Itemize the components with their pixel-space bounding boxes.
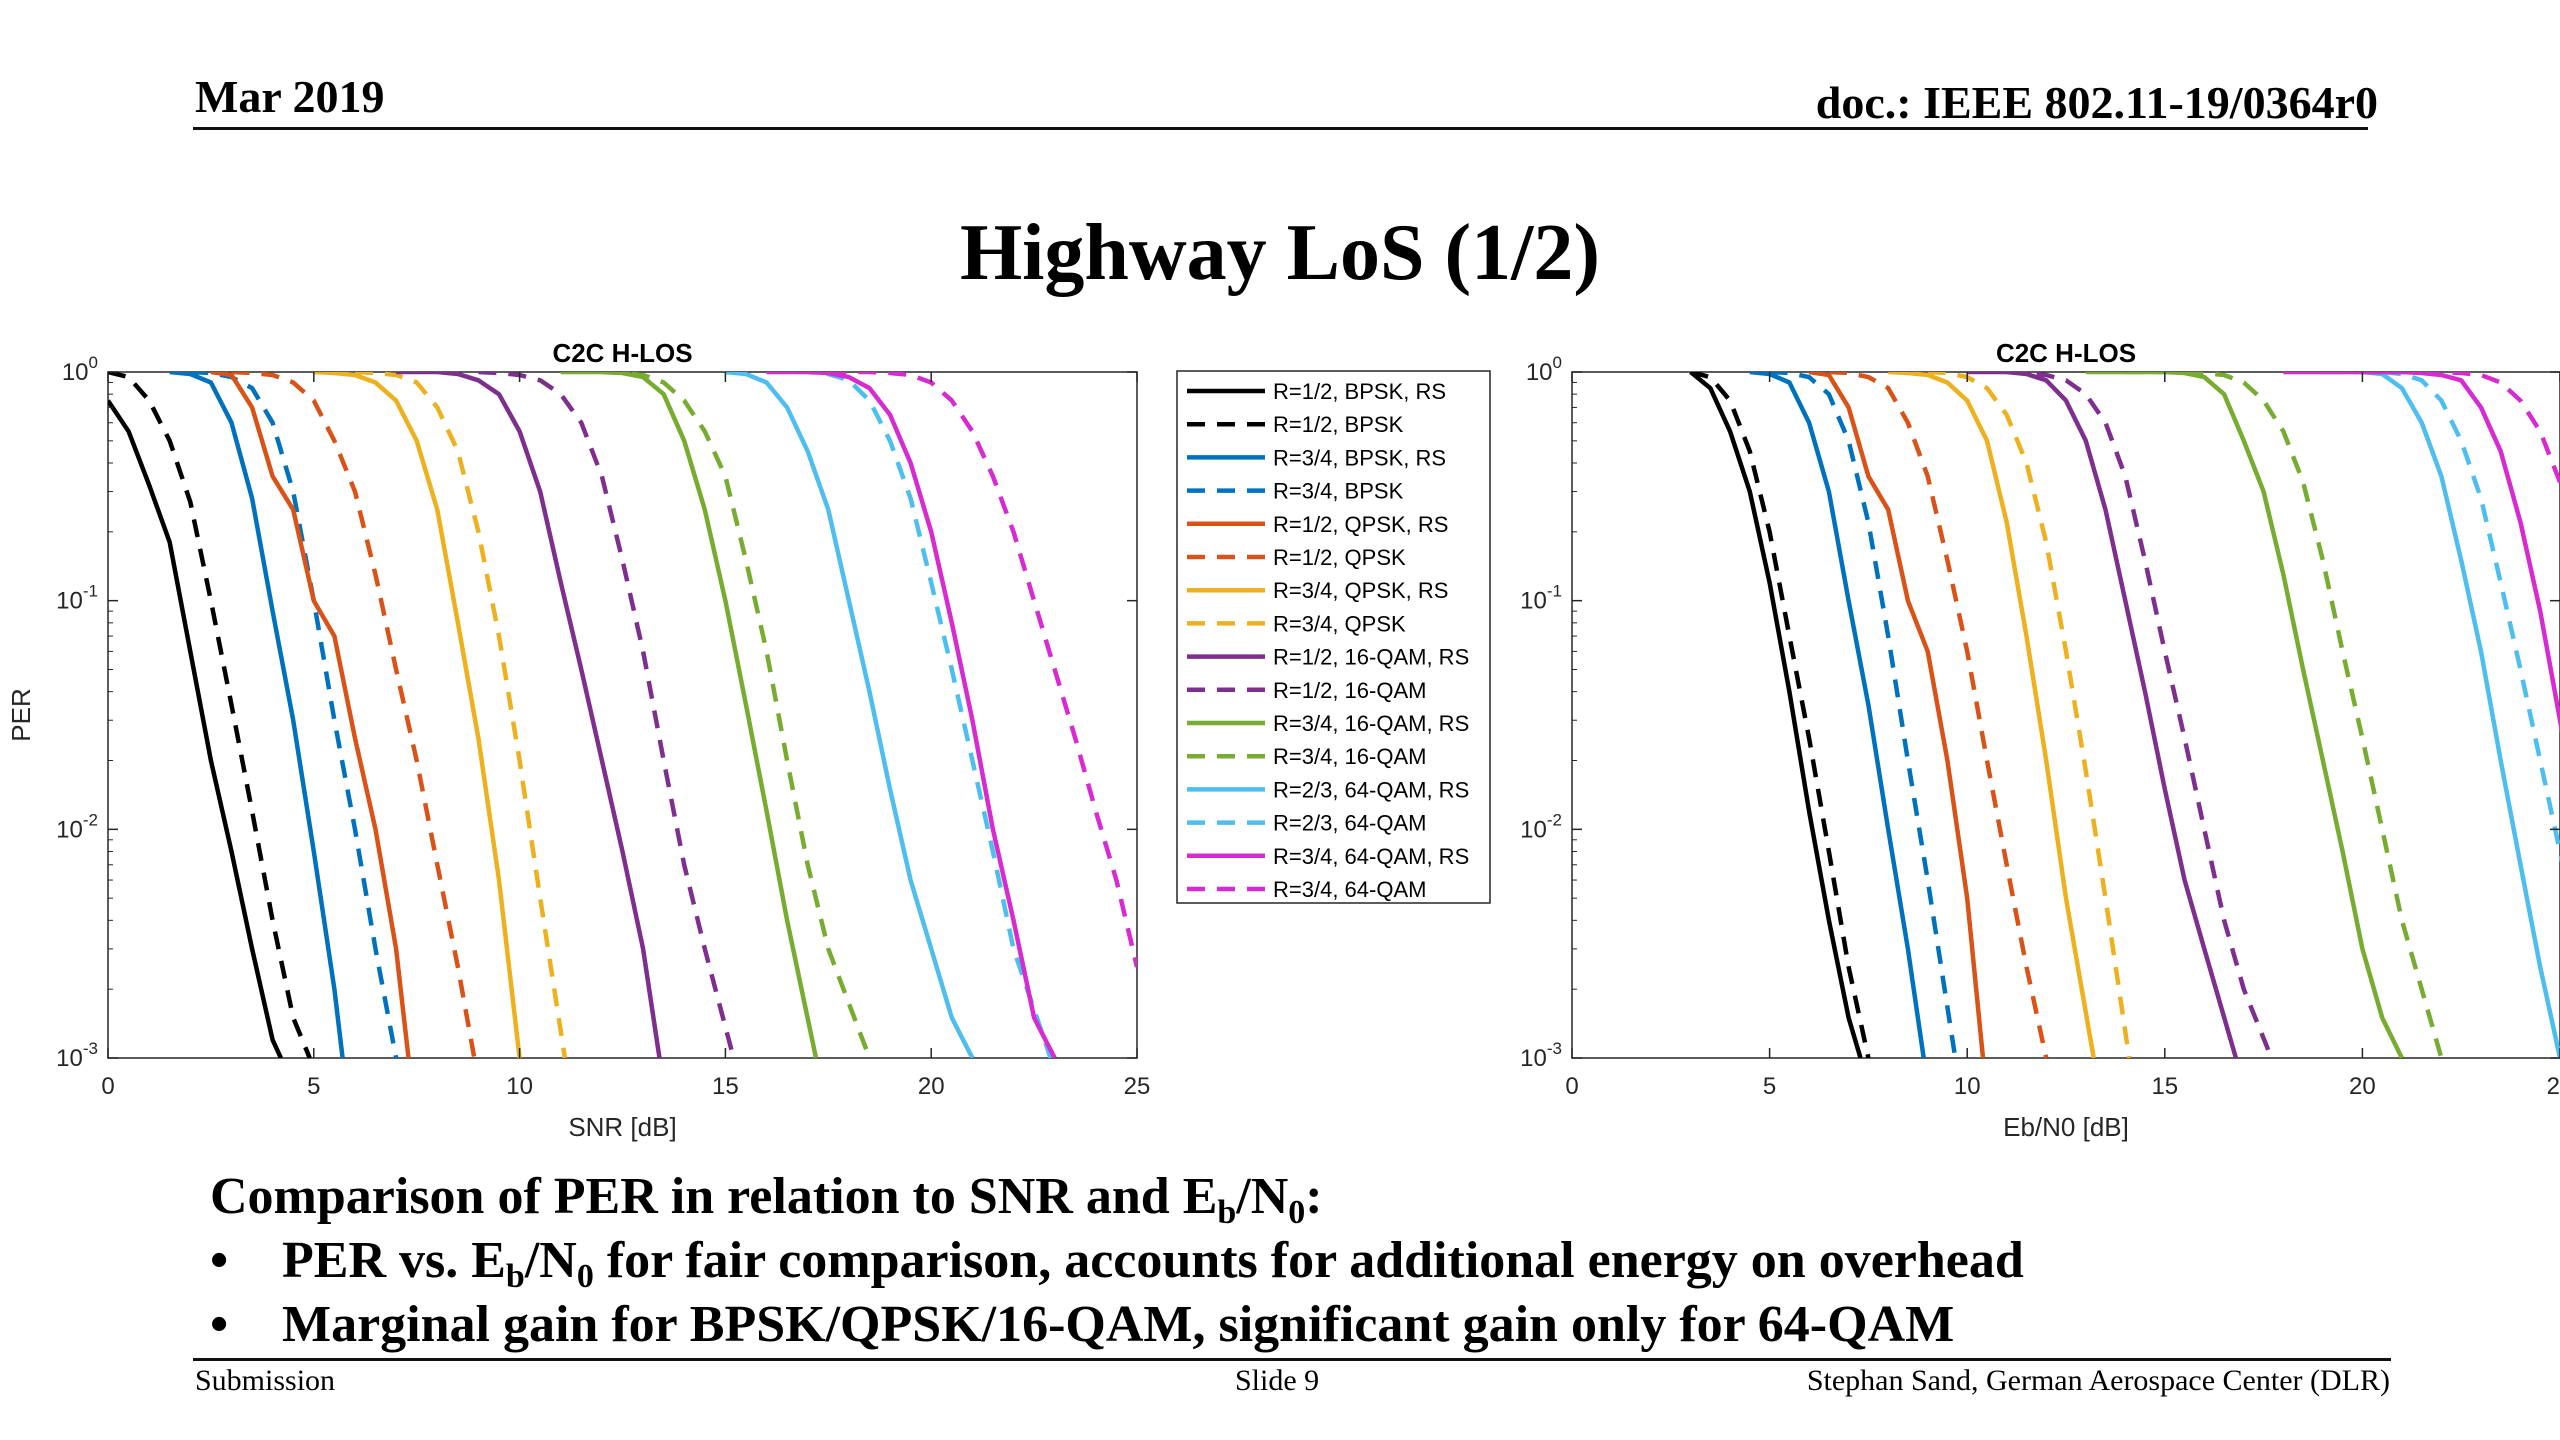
x-tick-label: 20 <box>2349 1073 2376 1100</box>
legend-label-r-3-4-qpsk: R=3/4, QPSK <box>1273 611 1406 636</box>
y-tick-label: 10-1 <box>56 582 98 615</box>
y-axis-label: PER <box>6 688 36 741</box>
series-group <box>108 372 1137 1058</box>
series-line-r-3-4-qpsk <box>354 372 568 1058</box>
series-line-r-3-4-64-qam <box>2362 372 2560 490</box>
chart-per-vs-ebn0: 0 5 10 15 20 25 100 10-1 10-2 10-3 C2C H-LOS Eb/N0 … <box>1520 338 2560 1142</box>
legend-label-r-3-4-bpsk: R=3/4, BPSK <box>1273 479 1404 504</box>
footer-slide-number: Slide 9 <box>1235 1364 1320 1397</box>
series-line-r-2-3-64-qam-rs <box>2283 372 2560 1058</box>
series-line-r-3-4-qpsk <box>1927 372 2132 1058</box>
chart-per-vs-snr: 0 5 10 15 20 25 100 10-1 10-2 10-3 C2C H-LOS SNR [d… <box>6 338 1150 1142</box>
x-tick-label: 0 <box>101 1073 114 1100</box>
x-tick-label: 0 <box>1565 1073 1578 1100</box>
series-line-r-3-4-bpsk-rs <box>1749 372 1926 1058</box>
bullet-item-marginal-gain: • Marginal gain for BPSK/QPSK/16-QAM, sig… <box>210 1293 2024 1357</box>
y-tick-label: 10-2 <box>56 810 98 843</box>
series-line-r-1-2-qpsk <box>231 372 477 1058</box>
legend-label-r-2-3-64-qam: R=2/3, 64-QAM <box>1273 811 1426 836</box>
series-line-r-3-4-64-qam-rs <box>2283 372 2560 733</box>
legend-label-r-1-2-bpsk-rs: R=1/2, BPSK, RS <box>1273 379 1446 404</box>
series-line-r-3-4-bpsk-rs <box>169 372 345 1058</box>
series-line-r-3-4-64-qam-rs <box>766 372 1057 1058</box>
series-line-r-2-3-64-qam <box>766 372 1053 1058</box>
chart-title: C2C H-LOS <box>552 338 692 368</box>
series-line-r-3-4-64-qam <box>828 372 1137 968</box>
legend-label-r-1-2-16-qam-rs: R=1/2, 16-QAM, RS <box>1273 645 1469 670</box>
x-tick-label: 15 <box>712 1073 739 1100</box>
y-tick-label: 10-3 <box>56 1039 98 1072</box>
chart-title: C2C H-LOS <box>1996 338 2136 368</box>
series-line-r-1-2-qpsk-rs <box>210 372 411 1058</box>
x-tick-label: 25 <box>1124 1073 1151 1100</box>
footer-author: Stephan Sand, German Aerospace Center (D… <box>1806 1364 2390 1397</box>
x-tick-label: 25 <box>2547 1073 2560 1100</box>
header-date: Mar 2019 <box>195 71 385 122</box>
series-line-r-2-3-64-qam <box>2322 372 2560 863</box>
axes-box <box>1571 371 2560 1059</box>
legend-label-r-3-4-16-qam-rs: R=3/4, 16-QAM, RS <box>1273 711 1469 736</box>
x-axis-label: Eb/N0 [dB] <box>2003 1112 2129 1142</box>
footer-rule <box>193 1358 2391 1361</box>
series-line-r-1-2-bpsk-rs <box>108 399 283 1058</box>
series-line-r-1-2-qpsk-rs <box>1808 372 1986 1058</box>
bullet-dot: • <box>210 1296 229 1353</box>
bullet-item-fair-comparison: • PER vs. Eb/N0 for fair comparison, acco… <box>210 1229 2024 1294</box>
series-line-r-3-4-16-qam-rs <box>2085 372 2404 1058</box>
series-line-r-3-4-16-qam <box>601 372 872 1058</box>
y-tick-label: 10-3 <box>1520 1039 1562 1072</box>
series-line-r-1-2-bpsk <box>1690 372 1871 1058</box>
x-tick-label: 10 <box>506 1073 533 1100</box>
legend-box <box>1176 370 1491 904</box>
legend-label-r-3-4-16-qam: R=3/4, 16-QAM <box>1273 744 1426 769</box>
x-tick-label: 5 <box>1763 1073 1776 1100</box>
y-tick-label: 100 <box>62 353 98 386</box>
series-line-r-3-4-bpsk <box>1769 372 1958 1058</box>
header-rule <box>193 127 2368 130</box>
footer-submission: Submission <box>195 1364 336 1397</box>
x-axis-label: SNR [dB] <box>568 1112 676 1142</box>
series-line-r-1-2-bpsk <box>108 372 312 1058</box>
bullet-list: Comparison of PER in relation to SNR and… <box>210 1165 2024 1357</box>
header-doc-id: doc.: IEEE 802.11-19/0364r0 <box>1815 77 2378 128</box>
y-tick-label: 100 <box>1526 353 1562 386</box>
bullet-heading: Comparison of PER in relation to SNR and… <box>210 1168 1323 1231</box>
axes-box <box>107 371 1138 1059</box>
x-tick-label: 20 <box>918 1073 945 1100</box>
legend-label-r-2-3-64-qam-rs: R=2/3, 64-QAM, RS <box>1273 777 1469 802</box>
bullet-dot: • <box>210 1232 229 1289</box>
series-group <box>1689 372 2560 1058</box>
series-line-r-1-2-16-qam-rs <box>396 372 662 1058</box>
legend-label-r-1-2-qpsk-rs: R=1/2, QPSK, RS <box>1273 512 1448 537</box>
legend: R=1/2, BPSK, RS R=1/2, BPSK R=3/4, BPSK, R… <box>1176 370 1491 904</box>
series-line-r-3-4-qpsk-rs <box>1888 372 2096 1058</box>
series-line-r-3-4-qpsk-rs <box>313 372 522 1058</box>
series-line-r-3-4-16-qam <box>2125 372 2444 1058</box>
slide-title: Highway LoS (1/2) <box>959 209 1601 297</box>
legend-label-r-3-4-bpsk-rs: R=3/4, BPSK, RS <box>1273 445 1446 470</box>
x-tick-label: 10 <box>1954 1073 1981 1100</box>
y-tick-label: 10-1 <box>1520 582 1562 615</box>
y-tick-label: 10-2 <box>1520 810 1562 843</box>
legend-label-r-1-2-16-qam: R=1/2, 16-QAM <box>1273 678 1426 703</box>
series-line-r-2-3-64-qam-rs <box>725 372 975 1058</box>
series-line-r-1-2-qpsk <box>1828 372 2049 1058</box>
x-tick-label: 15 <box>2151 1073 2178 1100</box>
series-line-r-1-2-bpsk-rs <box>1689 372 1863 1058</box>
legend-label-r-1-2-qpsk: R=1/2, QPSK <box>1273 545 1406 570</box>
legend-label-r-1-2-bpsk: R=1/2, BPSK <box>1273 412 1404 437</box>
series-line-r-1-2-16-qam <box>2006 372 2274 1058</box>
legend-label-r-3-4-qpsk-rs: R=3/4, QPSK, RS <box>1273 578 1448 603</box>
legend-label-r-3-4-64-qam-rs: R=3/4, 64-QAM, RS <box>1273 844 1469 869</box>
series-line-r-1-2-16-qam-rs <box>1967 372 2239 1058</box>
x-tick-label: 5 <box>307 1073 320 1100</box>
legend-label-r-3-4-64-qam: R=3/4, 64-QAM <box>1273 877 1426 902</box>
